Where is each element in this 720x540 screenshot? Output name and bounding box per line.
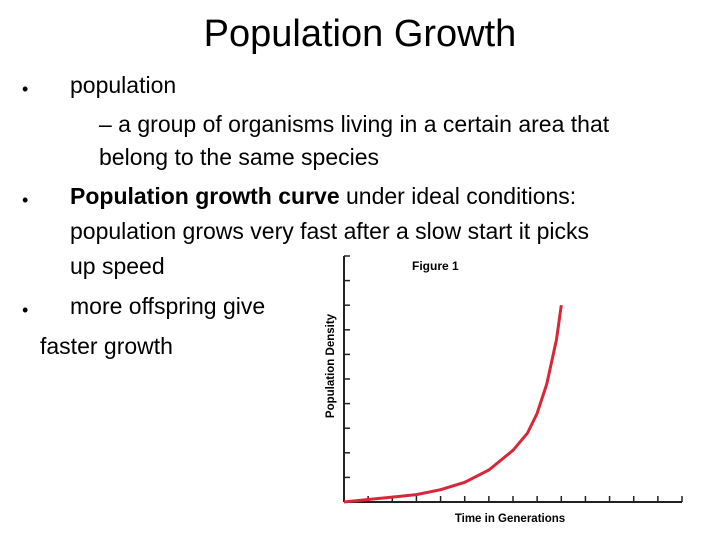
growth-curve-figure: Figure 1 Population Density Time in Gene… bbox=[312, 246, 692, 536]
bullet-dot: • bbox=[22, 190, 29, 210]
bullet-growth-cont-2: up speed bbox=[70, 253, 165, 279]
y-axis-label: Population Density bbox=[325, 313, 337, 418]
sub-bullet-definition: – a group of organisms living in a certa… bbox=[99, 111, 610, 137]
bullet-offspring-cont: faster growth bbox=[40, 333, 173, 359]
x-axis-label: Time in Generations bbox=[455, 513, 565, 525]
chart-ticks bbox=[344, 255, 683, 503]
bullet-growth-curve: Population growth curve under ideal cond… bbox=[70, 181, 576, 211]
slide-title: Population Growth bbox=[203, 13, 517, 55]
bullet-growth-rest: under ideal conditions: bbox=[339, 183, 577, 209]
bold-term: Population growth curve bbox=[70, 183, 340, 209]
bullet-dot: • bbox=[22, 79, 29, 99]
bullet-offspring: more offspring give bbox=[70, 293, 266, 319]
bullet-dot: • bbox=[22, 300, 29, 320]
bullet-population: population bbox=[70, 72, 177, 98]
bullet-growth-cont-1: population grows very fast after a slow … bbox=[70, 218, 589, 244]
sub-bullet-definition-cont: belong to the same species bbox=[99, 144, 380, 170]
figure-title: Figure 1 bbox=[412, 259, 459, 273]
growth-curve-line bbox=[343, 304, 563, 504]
growth-chart: Figure 1 Population Density Time in Gene… bbox=[325, 255, 683, 525]
chart-axes bbox=[343, 256, 682, 503]
